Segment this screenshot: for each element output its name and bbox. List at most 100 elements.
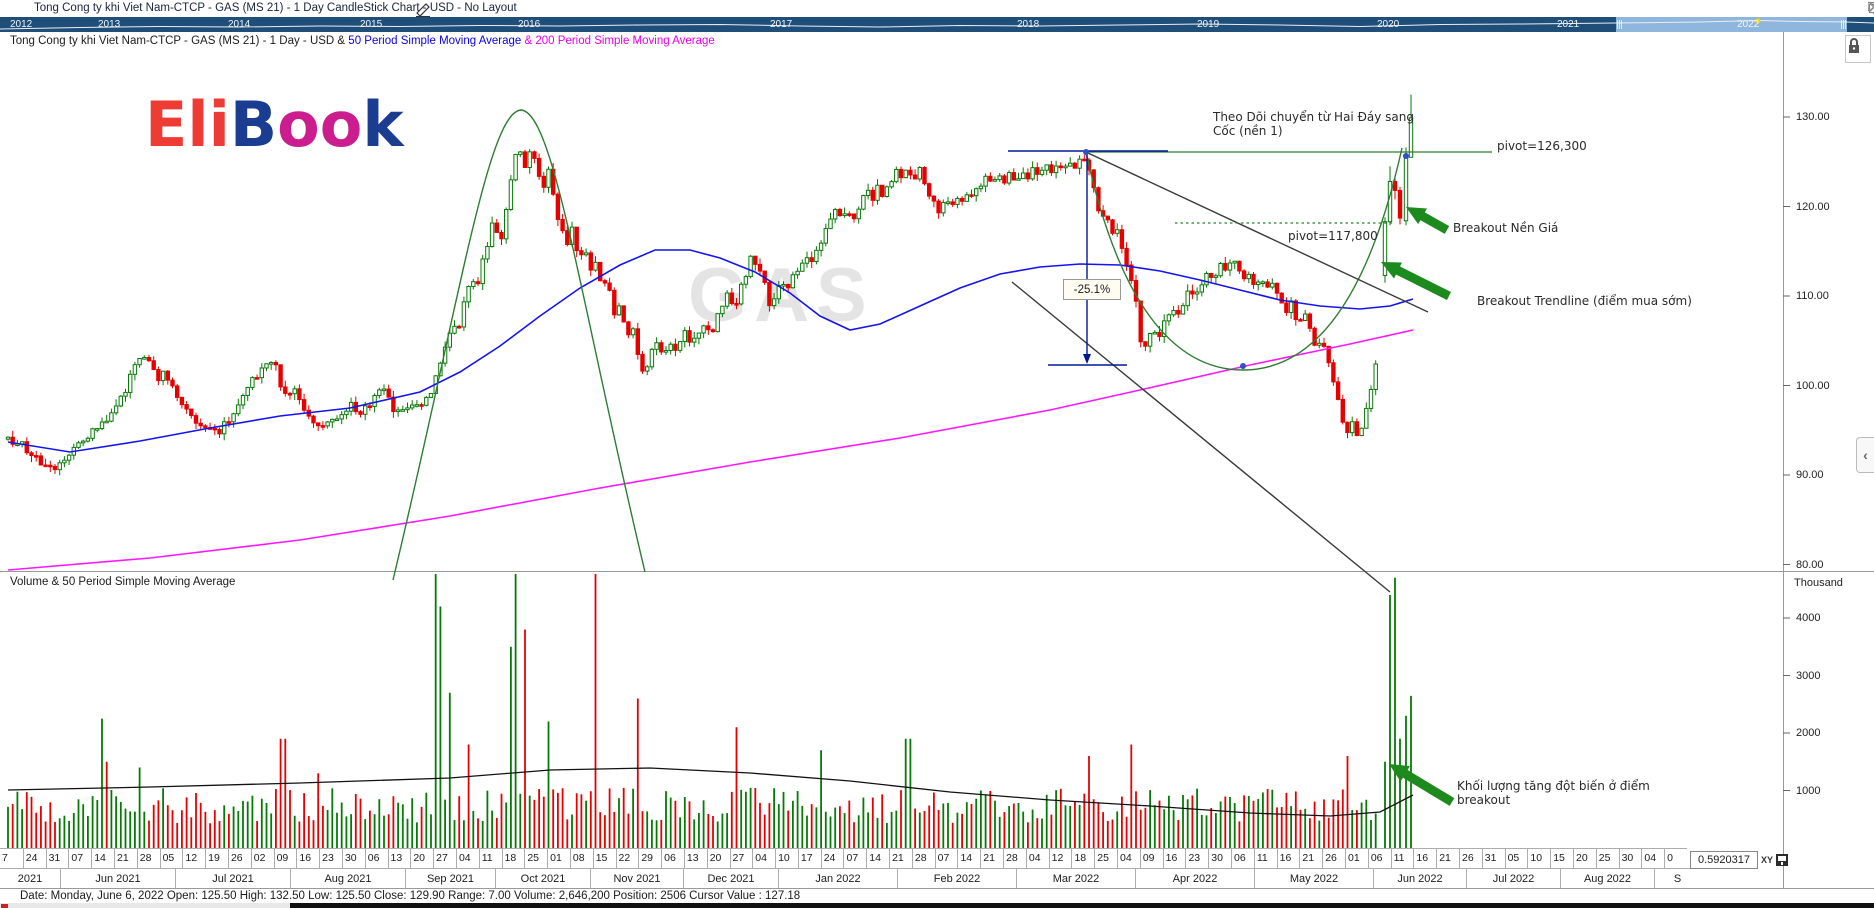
month-label-S: S (1654, 869, 1700, 889)
navigator-year-2015: 2015 (360, 19, 383, 30)
header-base: Tong Cong ty khi Viet Nam-CTCP - GAS (MS… (10, 35, 349, 47)
month-label-Aug-2022: Aug 2022 (1560, 869, 1654, 889)
month-label-Dec-2021: Dec 2021 (683, 869, 778, 889)
day-label: 22 (615, 849, 639, 869)
price-tick-80.00: 80.00 (1796, 558, 1824, 571)
elibook-logo: EliBook (145, 88, 404, 161)
day-label: 14 (866, 849, 889, 869)
chart-mode-icon[interactable] (1776, 854, 1789, 866)
day-label: 12 (182, 849, 205, 869)
day-label: 28 (911, 849, 935, 869)
day-label: 06 (1367, 849, 1391, 869)
navigator-year-2016: 2016 (518, 19, 541, 30)
navigator-year-2012: 2012 (10, 19, 33, 30)
day-label: 29 (638, 849, 661, 869)
day-label: 27 (729, 849, 753, 869)
month-label-2021: 2021 (17, 873, 43, 885)
day-label: 25 (1094, 849, 1117, 869)
month-label-Jan-2022: Jan 2022 (778, 869, 897, 889)
day-label: 23 (1185, 849, 1208, 869)
day-label: 21 (113, 849, 137, 869)
navigator-selection[interactable] (1616, 17, 1847, 32)
day-label: 06 (1231, 849, 1254, 869)
day-label: 08 (569, 849, 593, 869)
day-label: 18 (501, 849, 525, 869)
day-label: 28 (1003, 849, 1026, 869)
month-label-Jul-2021: Jul 2021 (175, 869, 290, 889)
day-label: 16 (296, 849, 319, 869)
day-label: 25 (524, 849, 547, 869)
day-label: 21 (1436, 849, 1459, 869)
day-label: 07 (934, 849, 958, 869)
volume-pane-header: Volume & 50 Period Simple Moving Average (10, 576, 236, 588)
day-label: 26 (1459, 849, 1482, 869)
close-icon[interactable] (1868, 1, 1874, 13)
navigator-marker-dot (1755, 18, 1761, 24)
corner-value: 0.5920317 (1690, 851, 1758, 869)
day-label: 06 (661, 849, 684, 869)
month-label-May-2022: May 2022 (1254, 869, 1373, 889)
navigator-bar[interactable] (0, 17, 1874, 32)
day-label: 07 (68, 849, 91, 869)
month-label-Mar-2022: Mar 2022 (1016, 869, 1135, 889)
day-label: 10 (775, 849, 798, 869)
breakout-base-label: Breakout Nền Giá (1453, 221, 1559, 235)
day-label: 15 (592, 849, 616, 869)
corner-value-box: 0.5920317 XY (1690, 851, 1789, 869)
day-label: 14 (957, 849, 980, 869)
chevron-left-icon: ‹ (1863, 447, 1868, 463)
day-label: 13 (387, 849, 411, 869)
collapse-panel-button[interactable]: ‹ (1856, 437, 1874, 473)
day-label: 16 (1413, 849, 1436, 869)
day-label: 27 (433, 849, 456, 869)
header-ma200: & 200 Period Simple Moving Average (521, 35, 715, 47)
day-label: 11 (1390, 849, 1414, 869)
edit-title-pencil-icon[interactable] (414, 2, 432, 17)
day-label: 04 (752, 849, 775, 869)
navigator-year-2020: 2020 (1377, 19, 1400, 30)
xaxis-day-row: 7 24 31 07 14 21 28 05 12 19 26 02 09 16 23 30 06 13 20 27 0… (0, 848, 1687, 869)
day-label: 21 (889, 849, 912, 869)
navigator-year-2022: 2022 (1737, 19, 1760, 30)
navigator-year-2021: 2021 (1557, 19, 1580, 30)
day-label: 30 (341, 849, 365, 869)
price-tick-120.00: 120.00 (1796, 200, 1830, 213)
day-label: 11 (1253, 849, 1277, 869)
day-label: 12 (1048, 849, 1072, 869)
month-label-Jun-2021: Jun 2021 (60, 869, 175, 889)
day-label: 21 (980, 849, 1003, 869)
day-label: 16 (1162, 849, 1186, 869)
chart-title: Tong Cong ty khi Viet Nam-CTCP - GAS (MS… (34, 2, 517, 14)
price-pane-header: Tong Cong ty khi Viet Nam-CTCP - GAS (MS… (10, 35, 715, 47)
day-label: 0 (1664, 849, 1687, 869)
volume-tick-3000: 3000 (1796, 669, 1821, 682)
day-label: 02 (250, 849, 274, 869)
price-tick-100.00: 100.00 (1796, 379, 1830, 392)
day-label: 01 (1345, 849, 1368, 869)
day-label: 11 (478, 849, 502, 869)
price-tick-130.00: 130.00 (1796, 111, 1830, 123)
day-label: 04 (1641, 849, 1664, 869)
day-label: 09 (1139, 849, 1163, 869)
xaxis-month-row: 2021 Jun 2021 Jul 2021 Aug 2021 Sep 2021 Oct … (0, 868, 1700, 889)
month-label-Jun-2022: Jun 2022 (1373, 869, 1466, 889)
month-label-Oct-2021: Oct 2021 (495, 869, 590, 889)
day-label: 24 (22, 849, 46, 869)
day-label: 13 (683, 849, 707, 869)
day-label: 04 (1025, 849, 1049, 869)
month-label-Aug-2021: Aug 2021 (290, 869, 405, 889)
month-label-Feb-2022: Feb 2022 (897, 869, 1016, 889)
month-label-Apr-2022: Apr 2022 (1135, 869, 1254, 889)
lock-button[interactable] (1845, 35, 1871, 63)
pivot1-label: pivot=126,300 (1497, 139, 1587, 153)
day-label: 24 (820, 849, 844, 869)
xy-toggle[interactable]: XY (1761, 855, 1774, 865)
navigator-year-2013: 2013 (98, 19, 121, 30)
window-titlebar: Tong Cong ty khi Viet Nam-CTCP - GAS (MS… (0, 0, 1874, 17)
horizontal-scrollbar-thumb[interactable] (290, 903, 1874, 908)
volume-tick-4000: 4000 (1796, 612, 1821, 624)
volume-spike-annotation: Khối lượng tăng đột biến ở điểm breakout (1457, 779, 1650, 807)
navigator-year-2018: 2018 (1017, 19, 1040, 30)
status-bar: Date: Monday, June 6, 2022 Open: 125.50 … (0, 888, 1874, 903)
